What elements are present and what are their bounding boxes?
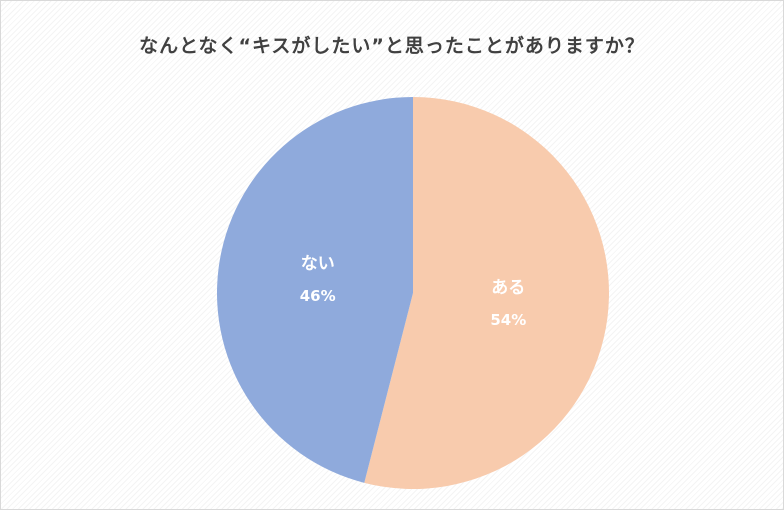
pie-slice-1 bbox=[217, 97, 413, 483]
slice-percent-1: 46% bbox=[300, 287, 336, 305]
pie-slice-0 bbox=[364, 97, 610, 489]
slice-percent-0: 54% bbox=[490, 311, 526, 329]
slice-label-0: ある bbox=[491, 278, 525, 298]
chart-title: なんとなく“キスがしたい”と思ったことがありますか？ bbox=[139, 35, 645, 57]
slice-label-1: ない bbox=[301, 254, 335, 274]
